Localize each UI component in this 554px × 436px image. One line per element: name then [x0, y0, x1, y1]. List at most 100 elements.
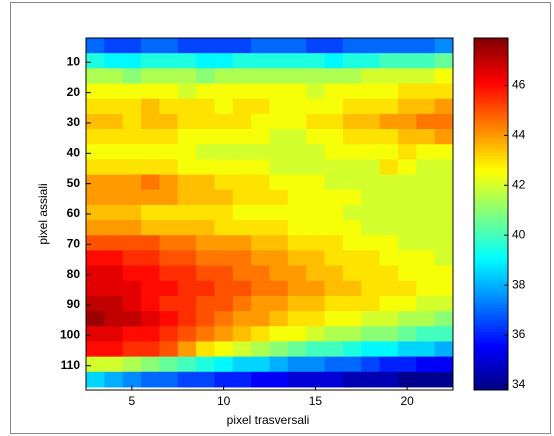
- cell: [196, 129, 215, 145]
- cell: [196, 83, 215, 100]
- colorbar-step: [474, 246, 508, 250]
- cell: [306, 189, 326, 206]
- cell: [104, 98, 124, 115]
- cell: [269, 265, 289, 282]
- colorbar-step: [474, 290, 508, 294]
- colorbar-step: [474, 79, 508, 83]
- cell: [86, 129, 105, 145]
- cell: [434, 68, 453, 85]
- cell: [397, 356, 417, 373]
- cell: [196, 159, 215, 176]
- cell: [104, 235, 124, 251]
- cell: [306, 341, 326, 358]
- cell: [379, 38, 399, 54]
- cell: [159, 265, 179, 282]
- cell: [434, 311, 453, 327]
- cell: [177, 280, 197, 297]
- colorbar-step: [474, 363, 508, 368]
- colorbar-step: [474, 93, 508, 98]
- cell: [177, 189, 197, 206]
- cell: [287, 144, 307, 160]
- cell: [177, 311, 197, 327]
- cell: [122, 265, 142, 282]
- cell: [104, 144, 124, 160]
- cell: [397, 113, 417, 130]
- cell: [324, 220, 344, 236]
- colorbar-step: [474, 357, 508, 362]
- colorbar-step: [474, 211, 508, 215]
- cell: [159, 38, 179, 54]
- cell: [306, 129, 326, 145]
- cell: [287, 38, 307, 54]
- cell: [196, 326, 215, 342]
- cell: [361, 204, 381, 221]
- cell: [251, 53, 270, 69]
- cell: [397, 38, 417, 54]
- cell: [434, 38, 453, 54]
- colorbar-step: [474, 64, 508, 68]
- cell: [251, 38, 270, 54]
- colorbar-step: [474, 167, 508, 171]
- cell: [434, 250, 453, 267]
- colorbar-step: [474, 123, 508, 127]
- cell: [196, 220, 215, 236]
- y-tick-label: 100: [60, 328, 80, 342]
- cell: [287, 265, 307, 282]
- cell: [434, 98, 453, 115]
- cell: [306, 159, 326, 176]
- cell: [177, 356, 197, 373]
- cell: [397, 204, 417, 221]
- cell: [287, 68, 307, 85]
- cell: [122, 129, 142, 145]
- cell: [214, 280, 234, 297]
- cell: [159, 295, 179, 312]
- cell: [434, 129, 453, 145]
- colorbar-step: [474, 187, 508, 192]
- colorbar-step: [474, 375, 508, 379]
- cell: [324, 159, 344, 176]
- cell: [104, 189, 124, 206]
- cell: [122, 68, 142, 85]
- cell: [361, 53, 381, 69]
- cell: [159, 129, 179, 145]
- cell: [416, 68, 436, 85]
- cell: [86, 250, 105, 267]
- colorbar-step: [474, 231, 508, 236]
- cell: [397, 189, 417, 206]
- cell: [269, 220, 289, 236]
- cell: [416, 38, 436, 54]
- colorbar-step: [474, 102, 508, 106]
- cell: [269, 53, 289, 69]
- cell: [86, 53, 105, 69]
- colorbar-step: [474, 58, 508, 62]
- cell: [159, 98, 179, 115]
- cell: [122, 83, 142, 100]
- colorbar-step: [474, 108, 508, 112]
- cell: [269, 280, 289, 297]
- cell: [379, 204, 399, 221]
- colorbar-step: [474, 360, 508, 365]
- colorbar-step: [474, 348, 508, 353]
- colorbar-border: [473, 37, 509, 391]
- cell: [416, 280, 436, 297]
- colorbar-step: [474, 278, 508, 282]
- cell: [214, 68, 234, 85]
- cell: [251, 113, 270, 130]
- cell: [159, 204, 179, 221]
- cell: [287, 356, 307, 373]
- cell: [251, 265, 270, 282]
- colorbar-step: [474, 325, 508, 329]
- cell: [269, 250, 289, 267]
- cell: [324, 280, 344, 297]
- cell: [196, 204, 215, 221]
- cell: [232, 204, 252, 221]
- cell: [196, 53, 215, 69]
- cell: [306, 220, 326, 236]
- cell: [324, 83, 344, 100]
- cell: [361, 235, 381, 251]
- cell: [397, 265, 417, 282]
- cell: [287, 295, 307, 312]
- cell: [232, 38, 252, 54]
- cell: [416, 356, 436, 373]
